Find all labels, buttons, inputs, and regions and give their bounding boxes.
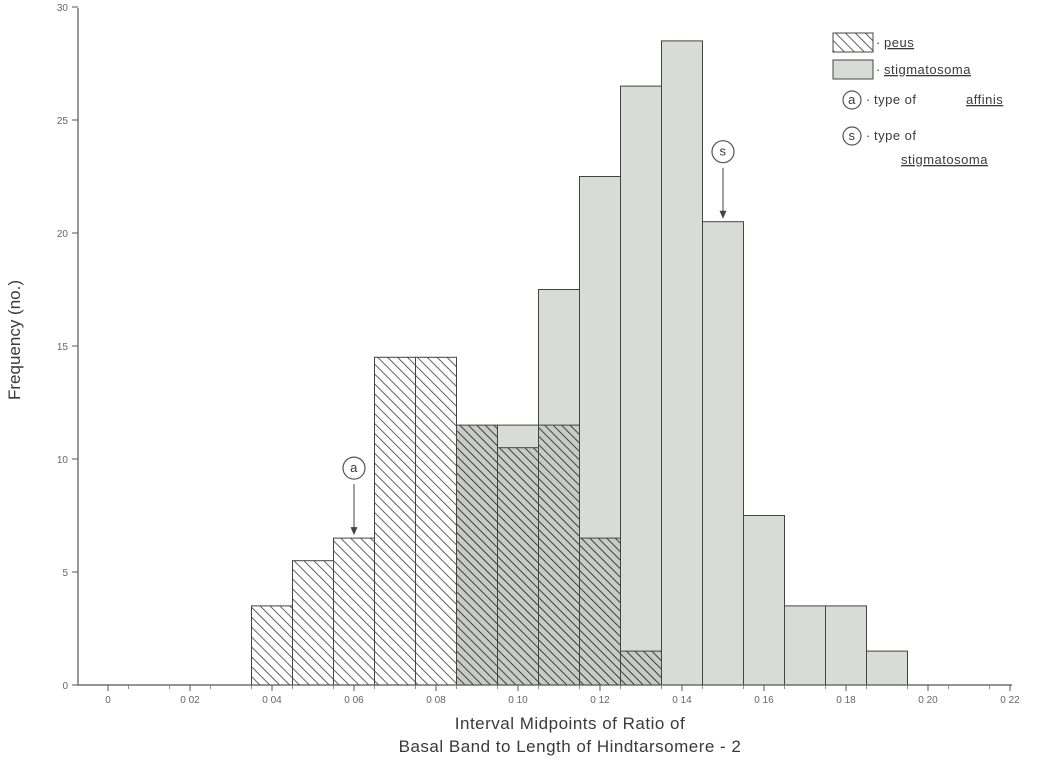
bar-stigmatosoma [620, 85, 662, 686]
legend-circle-a-letter: a [848, 92, 856, 107]
x-tick-label: 0 06 [344, 695, 364, 706]
legend-circle-s-letter: s [849, 128, 856, 143]
legend-prefix-affinis: type of [874, 92, 917, 107]
bar-peus [374, 356, 416, 686]
annotation-circle-icon [342, 456, 366, 480]
legend-label-type-stigmatosoma: stigmatosoma [901, 152, 988, 167]
x-tick-label: 0 20 [918, 695, 938, 706]
y-tick-label: 5 [62, 568, 68, 579]
bar-stigmatosoma [743, 515, 785, 686]
legend-circle-s-icon [842, 126, 862, 146]
annotation-arrow-head-icon [350, 527, 358, 536]
legend-label-stigmatosoma: stigmatosoma [884, 62, 971, 77]
x-tick-label: 0 04 [262, 695, 282, 706]
y-tick-label: 25 [57, 116, 69, 127]
x-axis-title-line2: Basal Band to Length of Hindtarsomere - … [399, 737, 742, 756]
bar-peus [415, 356, 457, 686]
x-tick-label: 0 18 [836, 695, 856, 706]
annotation-letter: s [720, 144, 727, 159]
legend-dash-stigmatosoma: · [876, 62, 881, 77]
bar-peus [251, 605, 293, 686]
y-axis-title: Frequency (no.) [5, 280, 24, 400]
legend-dash-affinis: · [866, 92, 871, 107]
bar-stigmatosoma [866, 650, 908, 686]
bar-stigmatosoma [702, 221, 744, 686]
ticks-layer: 0 5 10 15 20 25 30 0 0 02 0 04 0 06 0 08 0 10 0 12 0 1… [57, 3, 1020, 706]
x-tick-label: 0 02 [180, 695, 200, 706]
bar-stigmatosoma [661, 40, 703, 686]
legend: · peus · stigmatosoma a · type of affini… [832, 32, 1003, 167]
y-tick-label: 30 [57, 3, 69, 14]
legend-prefix-stigmatosoma: type of [874, 128, 917, 143]
bar-stigmatosoma [825, 605, 867, 686]
annotation-arrow-head-icon [719, 210, 727, 219]
bar-peus [579, 537, 621, 686]
x-tick-label: 0 14 [672, 695, 692, 706]
bar-peus [456, 424, 498, 686]
legend-dash-type-stigmatosoma: · [866, 128, 871, 143]
x-axis-title-line1: Interval Midpoints of Ratio of [455, 714, 685, 733]
bar-peus [333, 537, 375, 686]
y-tick-label: 20 [57, 229, 69, 240]
legend-label-affinis: affinis [966, 92, 1003, 107]
annotation-circle-icon [711, 140, 735, 164]
annotation-letter: a [350, 460, 358, 475]
y-tick-label: 0 [62, 681, 68, 692]
legend-dash-peus: · [876, 35, 881, 50]
legend-swatch-peus [832, 32, 874, 53]
legend-circle-a-icon [842, 90, 862, 110]
bars-layer [251, 40, 908, 686]
x-tick-label: 0 10 [508, 695, 528, 706]
legend-swatch-stigmatosoma [832, 59, 874, 80]
legend-label-peus: peus [884, 35, 914, 50]
x-tick-label: 0 08 [426, 695, 446, 706]
y-tick-label: 10 [57, 455, 69, 466]
x-tick-label: 0 [105, 695, 111, 706]
bar-peus [538, 424, 580, 686]
x-tick-label: 0 16 [754, 695, 774, 706]
x-tick-label: 0 12 [590, 695, 610, 706]
annotations-layer: as [342, 140, 735, 536]
bar-stigmatosoma [784, 605, 826, 686]
bar-peus [620, 650, 662, 686]
y-tick-label: 15 [57, 342, 69, 353]
bar-peus [292, 560, 334, 686]
x-tick-label: 0 22 [1000, 695, 1020, 706]
bar-peus [497, 447, 539, 686]
